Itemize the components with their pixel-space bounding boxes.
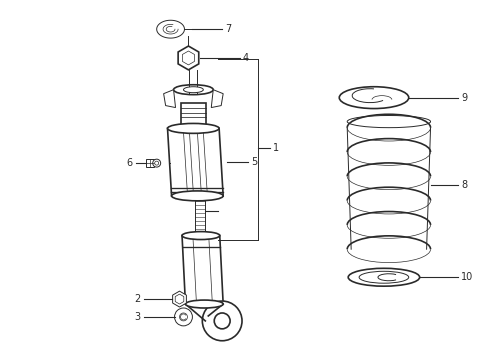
Polygon shape xyxy=(168,129,223,196)
Polygon shape xyxy=(190,70,197,92)
Polygon shape xyxy=(168,125,219,129)
Text: 10: 10 xyxy=(461,272,473,282)
Ellipse shape xyxy=(153,159,161,167)
Polygon shape xyxy=(178,46,199,70)
Ellipse shape xyxy=(173,85,213,95)
Text: 1: 1 xyxy=(273,143,279,153)
Polygon shape xyxy=(146,159,154,167)
Circle shape xyxy=(179,313,188,321)
Polygon shape xyxy=(157,20,184,38)
Polygon shape xyxy=(164,90,175,108)
Text: 7: 7 xyxy=(225,24,231,34)
Text: 8: 8 xyxy=(461,180,467,190)
Circle shape xyxy=(174,308,193,326)
Circle shape xyxy=(214,313,230,329)
Ellipse shape xyxy=(155,161,159,165)
Ellipse shape xyxy=(359,271,409,283)
Ellipse shape xyxy=(168,123,219,133)
Text: 2: 2 xyxy=(135,294,141,304)
Ellipse shape xyxy=(183,87,203,93)
Text: 5: 5 xyxy=(251,157,257,167)
Ellipse shape xyxy=(172,191,223,201)
Polygon shape xyxy=(182,235,223,304)
Polygon shape xyxy=(172,291,186,307)
Ellipse shape xyxy=(182,231,220,239)
Text: 9: 9 xyxy=(461,93,467,103)
Polygon shape xyxy=(211,90,223,108)
Text: 6: 6 xyxy=(127,158,133,168)
Polygon shape xyxy=(175,294,184,304)
Ellipse shape xyxy=(348,268,419,286)
Ellipse shape xyxy=(185,300,223,308)
Polygon shape xyxy=(182,51,195,65)
Circle shape xyxy=(202,301,242,341)
Text: 4: 4 xyxy=(243,53,249,63)
Polygon shape xyxy=(180,103,206,125)
Polygon shape xyxy=(185,304,223,323)
Ellipse shape xyxy=(339,87,409,109)
Text: 3: 3 xyxy=(135,312,141,322)
